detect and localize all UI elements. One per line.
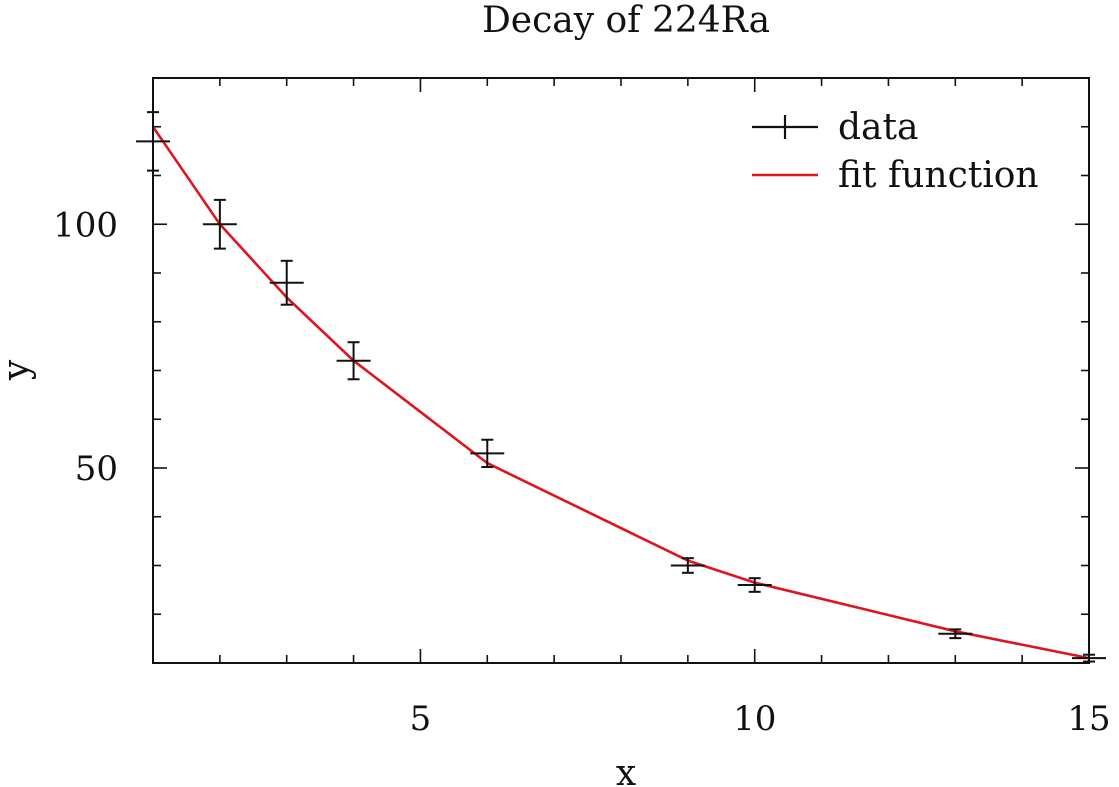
- data-point: [336, 341, 371, 381]
- legend-data-symbol: [752, 115, 818, 139]
- chart-title: Decay of 224Ra: [482, 0, 770, 41]
- data-point: [269, 259, 304, 306]
- data-point: [202, 198, 237, 250]
- data-point: [470, 438, 505, 469]
- axis-ticks: 5 10 15 50 100: [53, 78, 1111, 739]
- fit-function-line: [151, 126, 1090, 660]
- data-point: [938, 628, 973, 640]
- data-point: [737, 577, 772, 593]
- data-point: [136, 111, 170, 172]
- x-axis-label: x: [616, 753, 636, 787]
- data-point: [1072, 653, 1106, 663]
- legend-label-fit: fit function: [838, 155, 1039, 196]
- legend-label-data: data: [838, 107, 918, 148]
- y-tick-label: 100: [53, 205, 118, 245]
- y-tick-label: 50: [75, 449, 118, 489]
- data-point: [670, 557, 705, 574]
- legend: data fit function: [752, 107, 1039, 196]
- x-tick-label: 5: [410, 699, 432, 739]
- x-tick-label: 15: [1067, 699, 1110, 739]
- series-layer: [136, 111, 1106, 663]
- y-axis-label: y: [0, 359, 37, 381]
- x-tick-label: 10: [733, 699, 776, 739]
